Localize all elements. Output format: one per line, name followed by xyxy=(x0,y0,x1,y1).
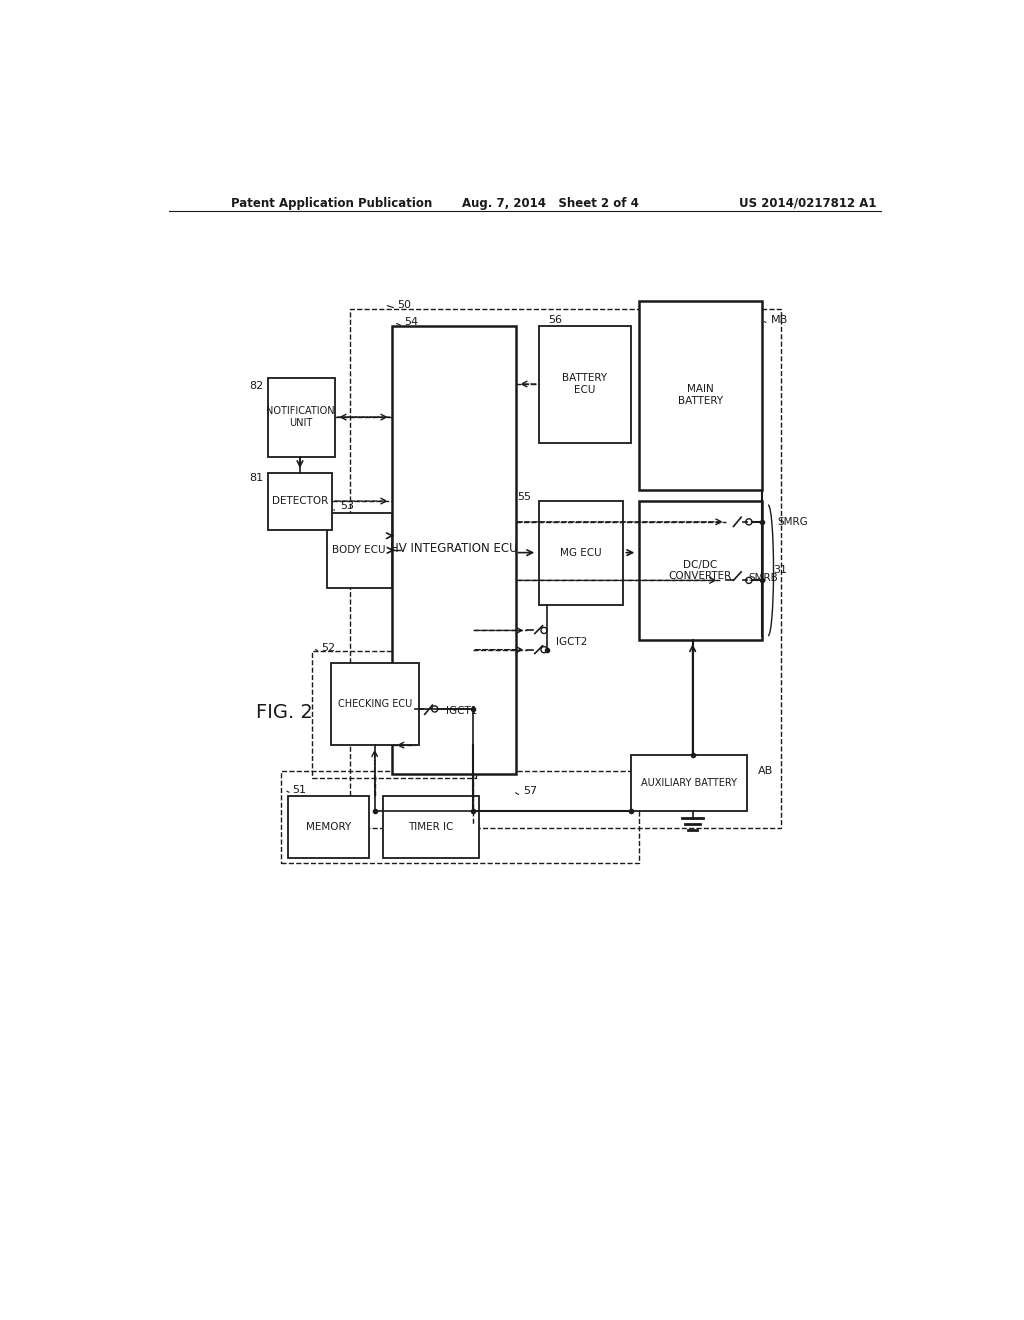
Bar xyxy=(267,378,335,457)
Text: 81: 81 xyxy=(249,473,263,483)
Text: IGCT2: IGCT2 xyxy=(556,638,588,647)
Text: 53: 53 xyxy=(340,502,354,511)
Text: MG ECU: MG ECU xyxy=(560,548,602,557)
Text: HV INTEGRATION ECU: HV INTEGRATION ECU xyxy=(390,543,518,556)
Bar xyxy=(639,502,762,640)
Text: 82: 82 xyxy=(249,380,263,391)
Text: US 2014/0217812 A1: US 2014/0217812 A1 xyxy=(739,197,877,210)
Text: FIG. 2: FIG. 2 xyxy=(256,704,313,722)
Text: BODY ECU: BODY ECU xyxy=(333,545,386,556)
Text: Patent Application Publication: Patent Application Publication xyxy=(230,197,432,210)
Text: SMRG: SMRG xyxy=(777,517,808,527)
Bar xyxy=(331,663,419,744)
Text: 31: 31 xyxy=(773,565,787,576)
Bar xyxy=(350,309,781,829)
Bar xyxy=(281,771,639,863)
Bar xyxy=(631,755,746,812)
Text: SMRB: SMRB xyxy=(749,573,778,583)
Text: BATTERY
ECU: BATTERY ECU xyxy=(562,374,607,395)
Text: DETECTOR: DETECTOR xyxy=(271,496,328,506)
Text: 56: 56 xyxy=(549,315,562,325)
Text: 55: 55 xyxy=(517,492,531,502)
Text: CHECKING ECU: CHECKING ECU xyxy=(338,698,412,709)
Bar xyxy=(539,326,631,444)
Bar xyxy=(327,512,392,589)
Text: 54: 54 xyxy=(403,317,418,327)
Text: IGCT1: IGCT1 xyxy=(446,706,477,717)
Text: DC/DC
CONVERTER: DC/DC CONVERTER xyxy=(669,560,732,581)
Bar xyxy=(539,502,624,605)
Text: 50: 50 xyxy=(397,300,411,310)
Text: NOTIFICATION
UNIT: NOTIFICATION UNIT xyxy=(266,407,335,428)
Text: 51: 51 xyxy=(292,785,306,795)
Bar xyxy=(639,301,762,490)
Text: MB: MB xyxy=(771,315,788,325)
Text: MAIN
BATTERY: MAIN BATTERY xyxy=(678,384,723,405)
Text: AB: AB xyxy=(758,766,773,776)
Text: MEMORY: MEMORY xyxy=(306,822,351,832)
Bar xyxy=(392,326,515,775)
Text: 57: 57 xyxy=(523,787,538,796)
Bar xyxy=(383,796,478,858)
Text: 52: 52 xyxy=(321,643,335,653)
Text: Aug. 7, 2014   Sheet 2 of 4: Aug. 7, 2014 Sheet 2 of 4 xyxy=(462,197,639,210)
Bar xyxy=(267,473,333,529)
Bar xyxy=(289,796,370,858)
Bar xyxy=(311,651,475,779)
Text: AUXILIARY BATTERY: AUXILIARY BATTERY xyxy=(641,777,737,788)
Text: TIMER IC: TIMER IC xyxy=(409,822,454,832)
